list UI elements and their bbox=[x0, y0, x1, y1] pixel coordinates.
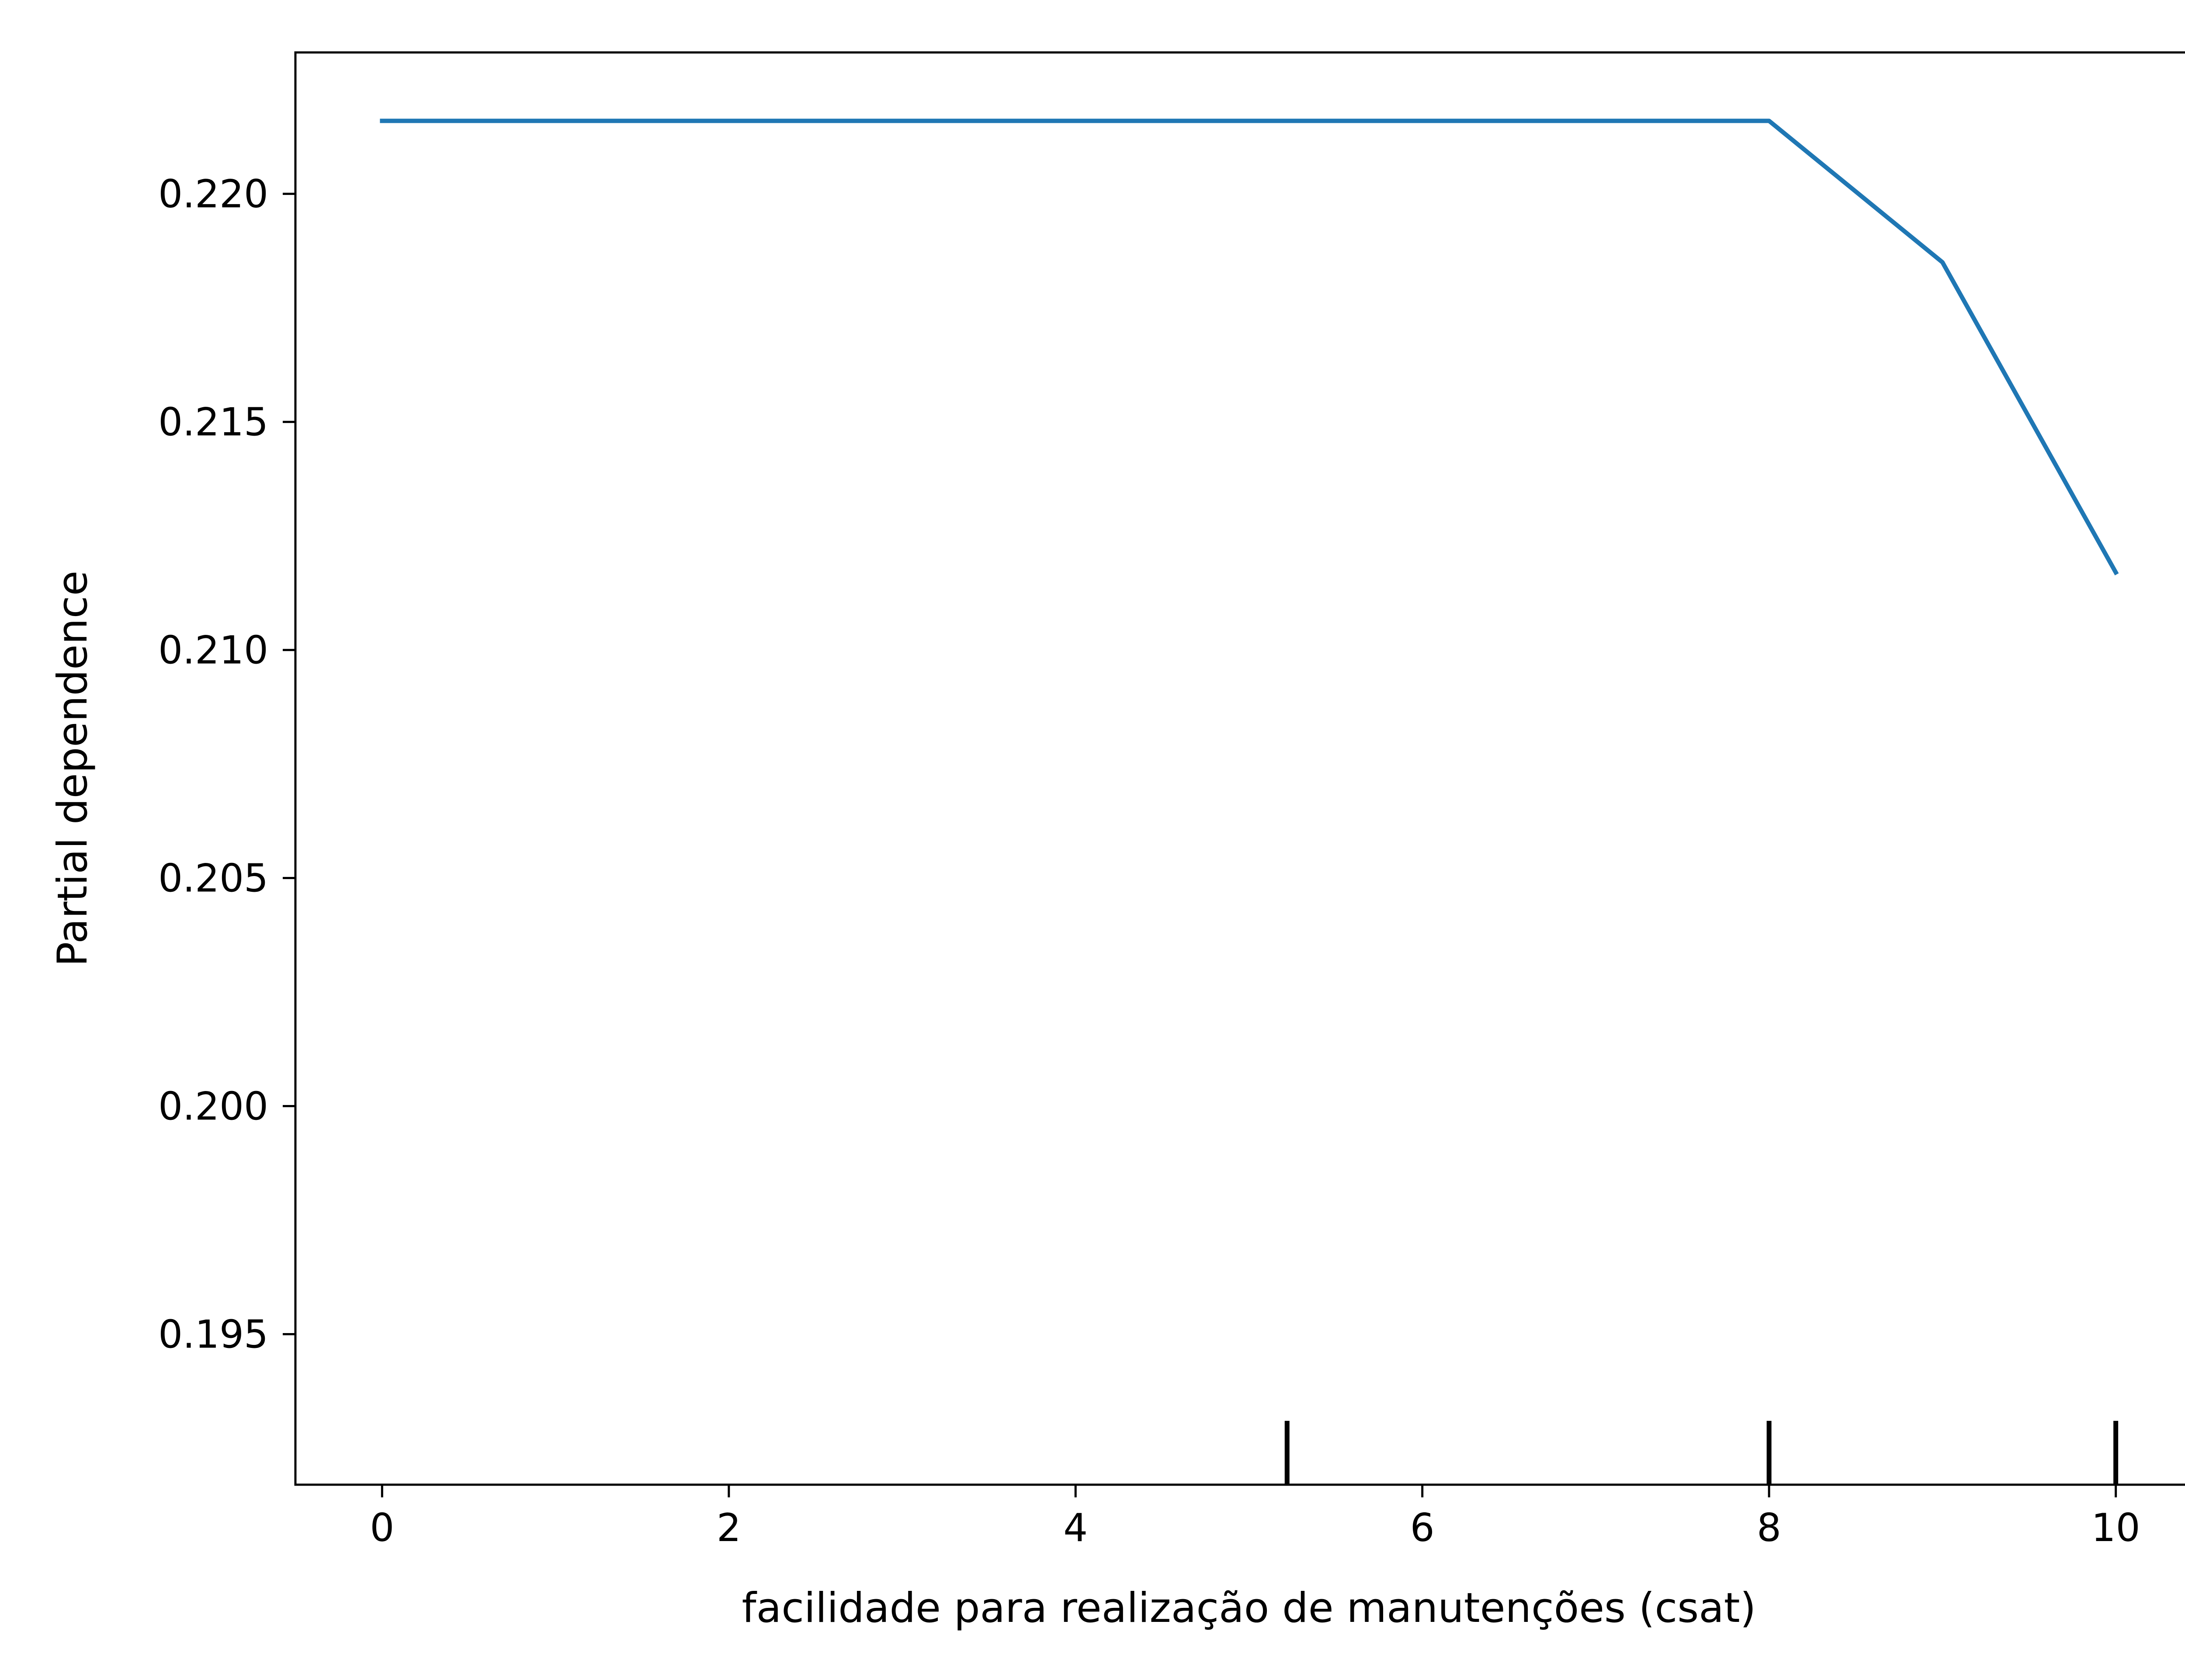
x-tick-label: 8 bbox=[1757, 1505, 1781, 1550]
y-tick-label: 0.220 bbox=[158, 172, 268, 217]
y-tick-label: 0.195 bbox=[158, 1312, 268, 1357]
plot-layer bbox=[380, 118, 2119, 1485]
x-tick-label: 6 bbox=[1410, 1505, 1435, 1550]
y-tick-label: 0.215 bbox=[158, 400, 268, 445]
x-axis-title: facilidade para realização de manutençõe… bbox=[742, 1584, 1756, 1632]
axes-ticks: 0 2 4 6 8 10 0.195 0.200 0.205 0.210 0.215 0.220 bbox=[158, 172, 2140, 1550]
x-tick-label: 4 bbox=[1063, 1505, 1088, 1550]
x-tick-label: 10 bbox=[2091, 1505, 2140, 1550]
y-axis-title: Partial dependence bbox=[49, 571, 97, 966]
x-tick-label: 2 bbox=[717, 1505, 741, 1550]
series-line-0 bbox=[380, 118, 2119, 575]
y-tick-label: 0.210 bbox=[158, 628, 268, 673]
x-tick-label: 0 bbox=[370, 1505, 394, 1550]
y-tick-label: 0.200 bbox=[158, 1084, 268, 1129]
y-tick-label: 0.205 bbox=[158, 856, 268, 901]
plot-frame bbox=[294, 51, 2185, 1486]
